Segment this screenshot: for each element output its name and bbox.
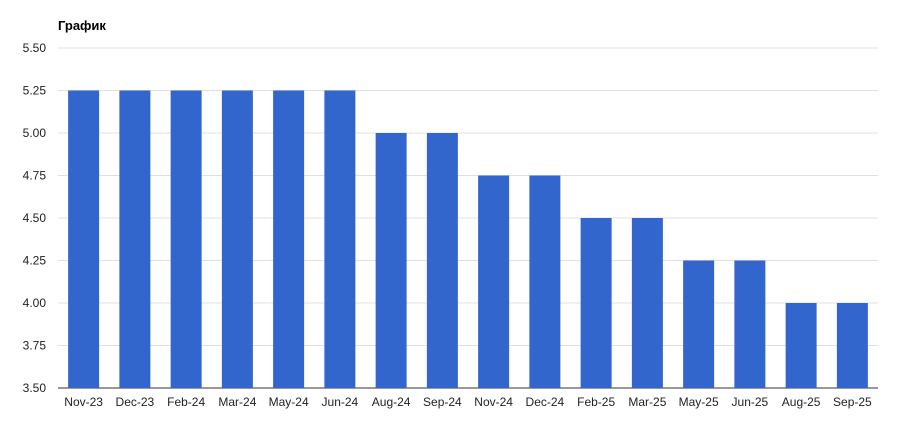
y-tick-label: 4.25: [23, 254, 47, 268]
y-tick-label: 4.75: [23, 169, 47, 183]
bar-sep-24[interactable]: [426, 133, 458, 388]
y-tick-label: 4.00: [23, 296, 47, 310]
bar-feb-24[interactable]: [170, 90, 202, 389]
bar-jun-24[interactable]: [324, 90, 356, 389]
x-tick-label: Nov-23: [64, 395, 103, 409]
x-tick-label: May-25: [679, 395, 719, 409]
bar-nov-24[interactable]: [478, 175, 510, 389]
y-tick-label: 5.00: [23, 126, 47, 140]
bar-dec-23[interactable]: [119, 90, 151, 389]
x-tick-label: Mar-24: [218, 395, 256, 409]
x-tick-label: Dec-24: [526, 395, 565, 409]
x-tick-label: Aug-25: [782, 395, 821, 409]
y-axis-labels: 3.50 3.75 4.00 4.25 4.50 4.75 5.00 5.25 5.50: [23, 41, 47, 395]
x-tick-label: Sep-24: [423, 395, 462, 409]
x-axis-labels: Nov-23 Dec-23 Feb-24 Mar-24 May-24 Jun-24 Aug-…: [64, 395, 872, 409]
x-tick-label: May-24: [269, 395, 309, 409]
chart-title: График: [58, 18, 106, 33]
bar-mar-25[interactable]: [631, 218, 663, 388]
x-tick-label: Jun-25: [732, 395, 769, 409]
x-tick-label: Feb-25: [577, 395, 615, 409]
x-tick-label: Sep-25: [833, 395, 872, 409]
bar-may-24[interactable]: [273, 90, 305, 389]
y-tick-label: 5.25: [23, 84, 47, 98]
x-tick-label: Nov-24: [474, 395, 513, 409]
bars: [68, 90, 868, 389]
bar-feb-25[interactable]: [580, 218, 612, 388]
y-tick-label: 5.50: [23, 41, 47, 55]
bar-sep-25[interactable]: [836, 303, 868, 388]
bar-dec-24[interactable]: [529, 175, 561, 389]
bar-mar-24[interactable]: [221, 90, 253, 389]
bar-nov-23[interactable]: [68, 90, 100, 389]
y-tick-label: 3.75: [23, 339, 47, 353]
y-tick-label: 3.50: [23, 381, 47, 395]
bar-aug-25[interactable]: [785, 303, 817, 388]
x-tick-label: Feb-24: [167, 395, 205, 409]
x-tick-label: Mar-25: [628, 395, 666, 409]
x-tick-label: Aug-24: [372, 395, 411, 409]
bar-jun-25[interactable]: [734, 260, 766, 389]
y-tick-label: 4.50: [23, 211, 47, 225]
bar-aug-24[interactable]: [375, 133, 407, 388]
x-tick-label: Dec-23: [116, 395, 155, 409]
x-tick-label: Jun-24: [322, 395, 359, 409]
bar-may-25[interactable]: [683, 260, 715, 389]
